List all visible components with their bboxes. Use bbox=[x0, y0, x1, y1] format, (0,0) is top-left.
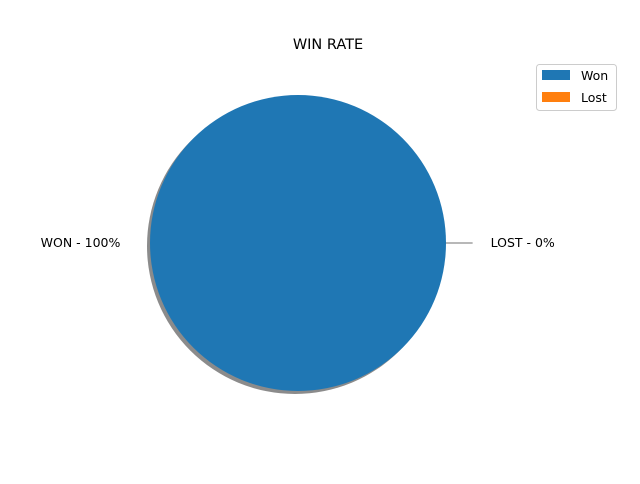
legend-swatch-lost bbox=[542, 92, 570, 102]
slice-label-won: WON - 100% bbox=[41, 235, 121, 250]
pie-slice-layer bbox=[150, 95, 473, 391]
slice-label-lost: LOST - 0% bbox=[491, 235, 555, 250]
legend-swatch-won bbox=[542, 70, 570, 80]
slice-label-layer: WON - 100% LOST - 0% bbox=[41, 235, 555, 250]
chart-title: WIN RATE bbox=[293, 37, 363, 53]
legend-label-won: Won bbox=[581, 68, 608, 83]
pie-slice-won bbox=[150, 95, 446, 391]
legend: Won Lost bbox=[536, 64, 617, 111]
legend-label-lost: Lost bbox=[581, 90, 607, 105]
